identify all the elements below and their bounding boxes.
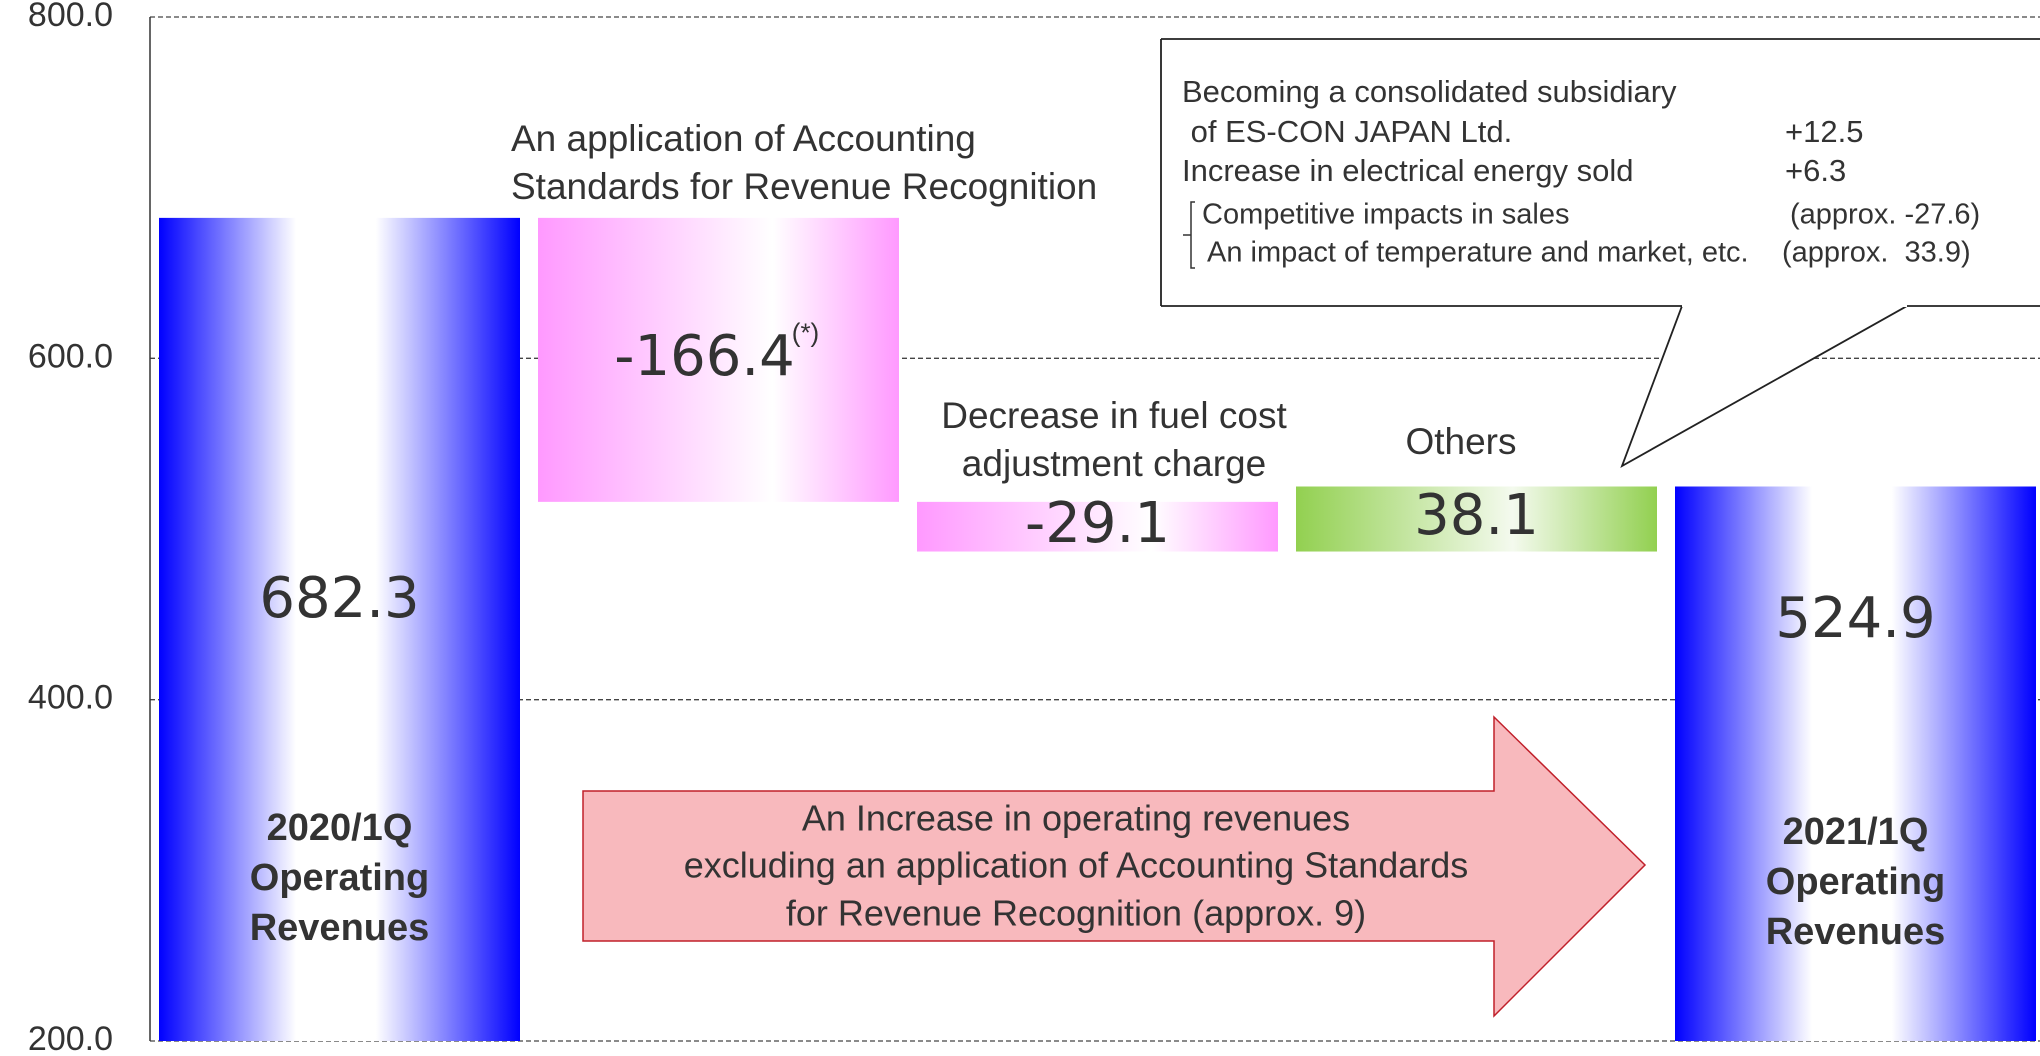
bar [538, 217, 899, 502]
callout-box [1160, 38, 2040, 468]
brace [1183, 201, 1195, 269]
bar [1296, 486, 1657, 552]
callout-text: Becoming a consolidated subsidiary [1182, 74, 1677, 109]
y-tick-label: 600.0 [28, 337, 113, 375]
category-label: Decrease in fuel cost [941, 395, 1287, 436]
category-label: An application of Accounting [511, 118, 976, 159]
category-label: Revenues [250, 907, 430, 949]
category-label: Operating [1766, 861, 1945, 903]
arrow-text: excluding an application of Accounting S… [684, 845, 1469, 886]
arrow [582, 715, 1647, 1018]
value-label: -29.1 [1025, 491, 1170, 556]
bar [159, 217, 520, 1042]
value-label: 38.1 [1414, 483, 1539, 548]
value-note: (*) [792, 318, 819, 348]
bar [1675, 486, 2036, 1041]
category-label: Others [1405, 421, 1516, 462]
callout-value: (approx. 33.9) [1782, 237, 1971, 269]
category-label: Operating [250, 857, 429, 899]
arrow-text: for Revenue Recognition (approx. 9) [786, 893, 1366, 934]
category-label: Revenues [1766, 911, 1946, 953]
callout-text: of ES-CON JAPAN Ltd. [1182, 114, 1512, 149]
callout-value: +12.5 [1785, 114, 1863, 149]
arrow-text: An Increase in operating revenues [802, 798, 1350, 839]
callout-text: Increase in electrical energy sold [1182, 153, 1633, 188]
bars [159, 217, 2036, 1042]
y-tick-label: 800.0 [28, 0, 113, 34]
category-label: 2021/1Q [1783, 811, 1929, 853]
bar [917, 501, 1278, 552]
value-label: -166.4 [614, 324, 795, 389]
callout-value: +6.3 [1785, 153, 1846, 188]
callout-value: (approx. -27.6) [1790, 199, 1980, 231]
value-label: 682.3 [259, 566, 419, 631]
callout-text: An impact of temperature and market, etc… [1207, 237, 1749, 269]
y-tick-label: 400.0 [28, 679, 113, 717]
y-tick-label: 200.0 [28, 1020, 113, 1056]
callout-fill [1162, 40, 2040, 305]
category-label: adjustment charge [962, 443, 1266, 484]
category-label: 2020/1Q [267, 807, 413, 849]
callout-text: Competitive impacts in sales [1202, 199, 1569, 231]
category-label: Standards for Revenue Recognition [511, 166, 1097, 207]
value-label: 524.9 [1775, 586, 1935, 651]
